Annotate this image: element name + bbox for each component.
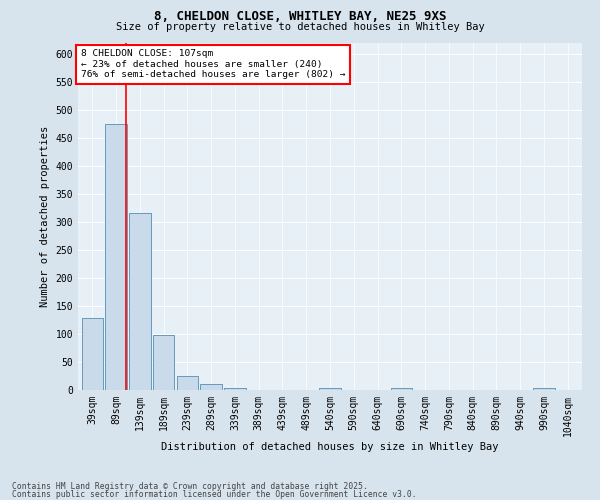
Bar	[153, 335, 174, 390]
Bar	[319, 388, 341, 390]
Bar	[533, 388, 554, 390]
Bar	[224, 388, 245, 390]
X-axis label: Distribution of detached houses by size in Whitley Bay: Distribution of detached houses by size …	[161, 442, 499, 452]
Bar	[176, 376, 198, 390]
Text: Size of property relative to detached houses in Whitley Bay: Size of property relative to detached ho…	[116, 22, 484, 32]
Text: Contains public sector information licensed under the Open Government Licence v3: Contains public sector information licen…	[12, 490, 416, 499]
Bar	[82, 318, 103, 390]
Text: Contains HM Land Registry data © Crown copyright and database right 2025.: Contains HM Land Registry data © Crown c…	[12, 482, 368, 491]
Text: 8, CHELDON CLOSE, WHITLEY BAY, NE25 9XS: 8, CHELDON CLOSE, WHITLEY BAY, NE25 9XS	[154, 10, 446, 23]
Bar	[106, 124, 127, 390]
Y-axis label: Number of detached properties: Number of detached properties	[40, 126, 50, 307]
Text: 8 CHELDON CLOSE: 107sqm
← 23% of detached houses are smaller (240)
76% of semi-d: 8 CHELDON CLOSE: 107sqm ← 23% of detache…	[80, 50, 345, 79]
Bar	[391, 388, 412, 390]
Bar	[129, 214, 151, 390]
Bar	[200, 384, 222, 390]
